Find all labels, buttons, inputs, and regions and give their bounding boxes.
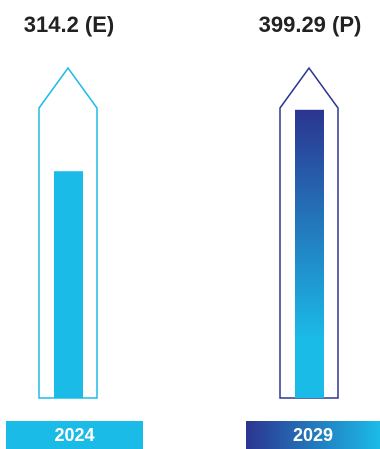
year-label-2029: 2029 (292, 425, 334, 445)
arrow-outline-2029 (279, 66, 339, 399)
arrow-outline-2024 (38, 66, 98, 399)
value-label-2029: 399.29 (P) (258, 12, 362, 37)
year-label-2024: 2024 (54, 425, 95, 445)
year-box-2024-bg (6, 421, 143, 449)
bar-2024 (54, 171, 83, 398)
value-label-2024: 314.2 (E) (23, 12, 115, 37)
year-box-2029-bg (246, 421, 380, 449)
bar-2029 (295, 109, 324, 399)
